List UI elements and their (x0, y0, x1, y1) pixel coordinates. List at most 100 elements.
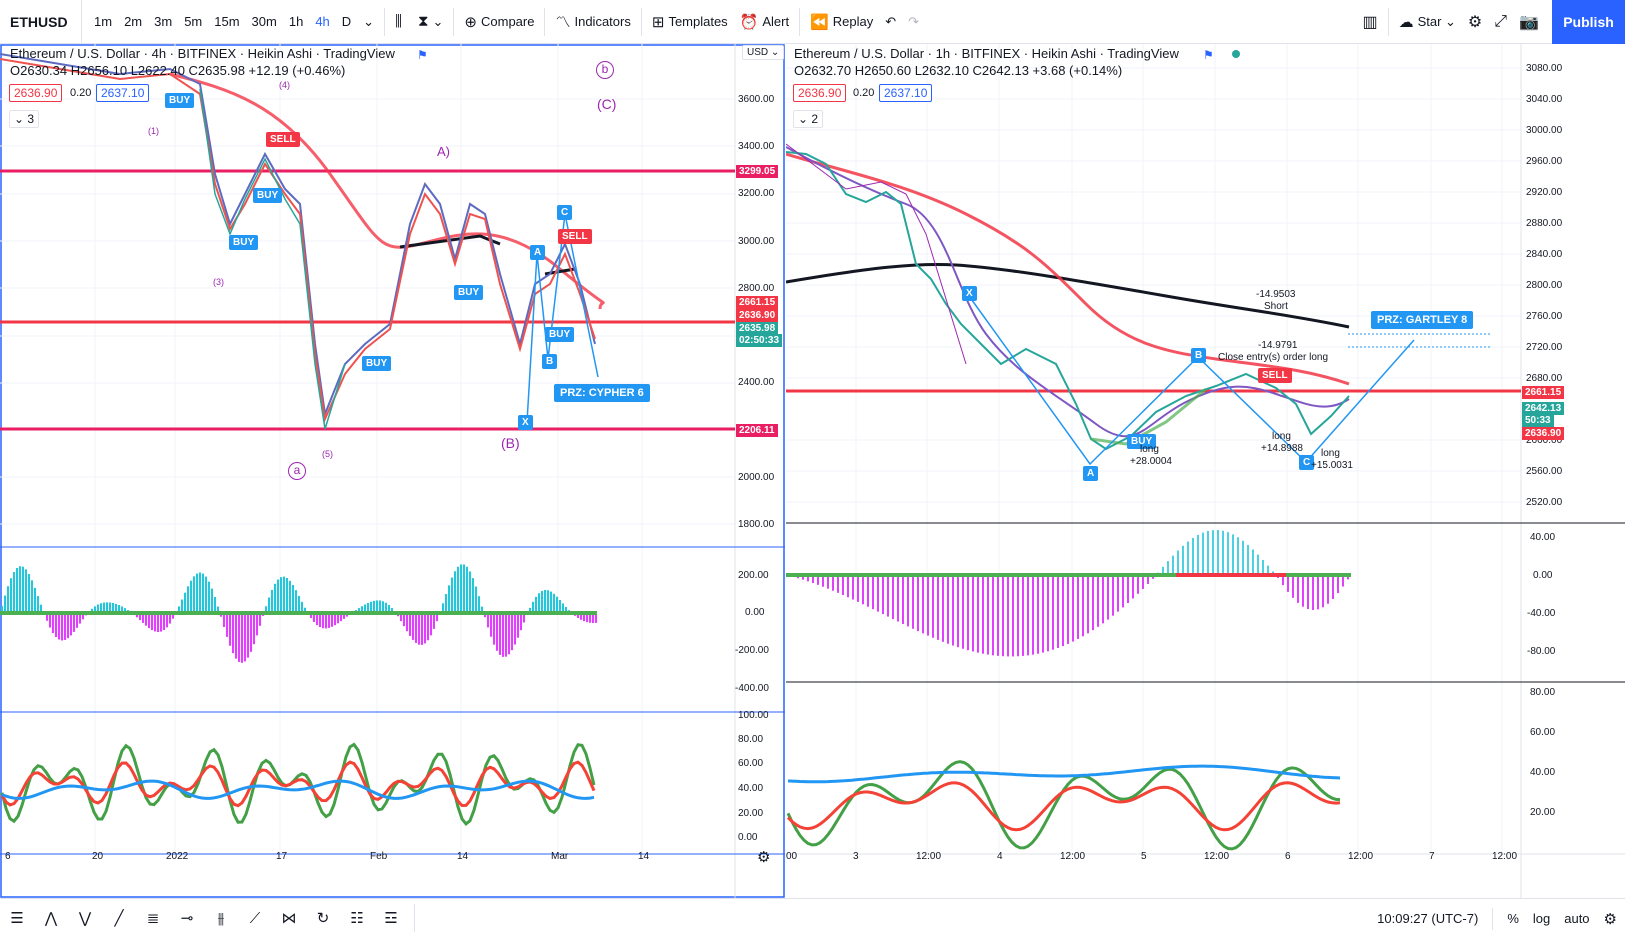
interval-3m[interactable]: 3m (154, 14, 173, 29)
pattern-point-a[interactable]: A (1083, 466, 1099, 481)
divider (799, 7, 801, 36)
close-value: -14.9791 (1258, 340, 1298, 351)
interval-5m[interactable]: 5m (184, 14, 203, 29)
sell-signal[interactable]: SELL (1258, 368, 1292, 383)
clock-time[interactable]: 10:09:27 (UTC-7) (1377, 911, 1479, 926)
time-tick: Mar (551, 851, 569, 862)
sell-signal[interactable]: SELL (558, 229, 592, 244)
bar-style-icon[interactable]: ⫼ (395, 13, 402, 30)
layout-icon[interactable]: ▥ (1362, 13, 1378, 31)
pattern-point-b[interactable]: B (1191, 348, 1207, 363)
prz-cypher-label[interactable]: PRZ: CYPHER 6 (554, 384, 650, 402)
left-spread: 0.20 (70, 87, 92, 99)
pattern-point-x[interactable]: X (962, 286, 977, 301)
level-tag: 2636.90 (1522, 427, 1565, 440)
publish-button[interactable]: Publish (1552, 0, 1625, 44)
interval-1h[interactable]: 1h (288, 14, 304, 29)
settings-gear-icon[interactable]: ⚙ (1467, 13, 1483, 31)
axis-tick: 40.00 (738, 783, 764, 794)
long-position-icon[interactable]: ☷ (350, 910, 364, 927)
axis-tick: 80.00 (738, 734, 764, 745)
ema-blue-line (0, 53, 596, 418)
undo-icon[interactable]: ↶ (885, 13, 897, 29)
axis-tick: 2960.00 (1526, 156, 1563, 167)
interval-d[interactable]: D (341, 14, 352, 29)
axis-tick: 0.00 (738, 832, 758, 843)
star-button[interactable]: ☁ Star ⌄ (1398, 13, 1456, 31)
fib-retracement-icon[interactable]: ≣ (146, 910, 160, 927)
buy-signal[interactable]: BUY (165, 93, 195, 108)
alert-button[interactable]: ⏰ Alert (734, 0, 795, 44)
camera-icon[interactable]: 📷 (1519, 13, 1539, 31)
left-collapse-toggle[interactable]: ⌄ 3 (9, 110, 40, 128)
left-flag-icon: ⚑ (417, 48, 428, 62)
elliott-abc-icon[interactable]: ⋀ (44, 910, 58, 927)
interval-15m[interactable]: 15m (214, 14, 240, 29)
divider (384, 7, 386, 36)
left-bid-box[interactable]: 2636.90 (9, 84, 63, 102)
interval-30m[interactable]: 30m (251, 14, 277, 29)
axis-tick: 40.00 (1530, 532, 1556, 543)
compare-button[interactable]: ⊕ Compare (458, 0, 540, 44)
left-ask-box[interactable]: 2637.10 (96, 84, 150, 102)
auto-toggle[interactable]: auto (1564, 911, 1590, 926)
right-bid-box[interactable]: 2636.90 (793, 84, 847, 102)
time-tick: 14 (457, 851, 469, 862)
left-chart[interactable]: ⚙ (0, 44, 785, 898)
percent-toggle[interactable]: % (1507, 911, 1519, 926)
pattern-point-c[interactable]: C (1299, 455, 1315, 470)
pattern-point-b[interactable]: B (542, 354, 558, 369)
axis-tick: 80.00 (1530, 687, 1556, 698)
fullscreen-icon[interactable]: ⤢ (1494, 12, 1508, 30)
parallel-channel-icon[interactable]: ⫵ (217, 909, 225, 927)
templates-button[interactable]: ⊞ Templates (646, 0, 734, 44)
axis-tick: 0.00 (1533, 570, 1553, 581)
long2-label: long (1272, 431, 1291, 442)
trendline-icon[interactable]: ╱ (114, 910, 124, 927)
right-chart[interactable] (786, 44, 1625, 898)
level-tag: 2206.11 (736, 424, 778, 437)
replay-button[interactable]: ⏪ Replay (804, 0, 879, 44)
log-toggle[interactable]: log (1532, 911, 1551, 926)
pattern-point-x[interactable]: X (518, 415, 533, 430)
buy-signal[interactable]: BUY (362, 356, 392, 371)
chart-settings-gear-icon[interactable]: ⚙ (757, 849, 770, 866)
buy-signal[interactable]: BUY (454, 285, 484, 300)
rsi-blue-line (1, 779, 595, 800)
currency-select[interactable]: USD ⌄ (742, 45, 785, 60)
pattern-point-a[interactable]: A (530, 245, 546, 260)
axis-tick: 2760.00 (1526, 311, 1563, 322)
long3-label: long (1321, 448, 1340, 459)
symbol-search[interactable]: ETHUSD (0, 0, 82, 44)
interval-1m[interactable]: 1m (94, 14, 113, 29)
pattern-point-c[interactable]: C (557, 205, 573, 220)
right-collapse-toggle[interactable]: ⌄ 2 (793, 110, 824, 128)
buy-signal[interactable]: BUY (229, 235, 259, 250)
sell-signal[interactable]: SELL (266, 132, 300, 147)
chart-settings-gear-icon[interactable]: ⚙ (1603, 910, 1617, 928)
buy-signal[interactable]: BUY (1127, 434, 1157, 449)
buy-signal[interactable]: BUY (545, 327, 575, 342)
right-grid (786, 44, 1521, 854)
candle-style-icon[interactable]: ⧗ ⌄ (417, 13, 444, 30)
buy-signal[interactable]: BUY (253, 188, 283, 203)
currency-label: USD (747, 47, 769, 58)
elliott-wave-icon[interactable]: ⋁ (78, 910, 92, 927)
line-tool-icon[interactable]: ⟋ (249, 909, 261, 927)
bottom-toolbar: ☰ ⋀ ⋁ ╱ ≣ ⊸ ⫵ ⟋ ⋈ ↻ ☷ ☲ 10:09:27 (UTC-7)… (0, 898, 1625, 937)
prz-gartley-label[interactable]: PRZ: GARTLEY 8 (1371, 311, 1474, 329)
short-position-icon[interactable]: ☲ (384, 910, 398, 927)
right-ask-box[interactable]: 2637.10 (879, 84, 933, 102)
interval-4h[interactable]: 4h (315, 14, 330, 29)
horizontal-ray-icon[interactable]: ⊸ (180, 910, 194, 927)
xabcd-pattern-icon[interactable]: ⋈ (281, 910, 297, 927)
level-tag: 3299.05 (736, 165, 779, 178)
divider (414, 904, 415, 932)
indicators-button[interactable]: 〽 Indicators (549, 0, 636, 44)
interval-dropdown-icon[interactable]: ⌄ (363, 13, 375, 29)
right-chart-title: Ethereum / U.S. Dollar · 1h · BITFINEX ·… (794, 46, 1179, 61)
redo-icon[interactable]: ↷ (908, 13, 920, 29)
fib-spiral-icon[interactable]: ↻ (316, 910, 330, 927)
interval-2m[interactable]: 2m (124, 14, 143, 29)
cursor-lines-icon[interactable]: ☰ (10, 910, 24, 927)
